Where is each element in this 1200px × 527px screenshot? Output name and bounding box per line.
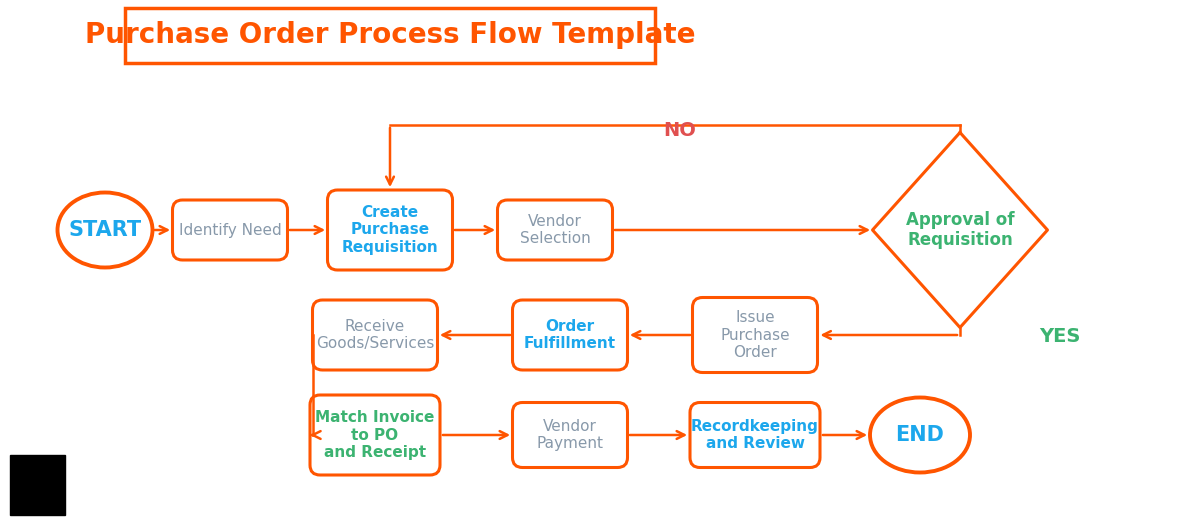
FancyBboxPatch shape xyxy=(125,7,655,63)
Text: Purchase Order Process Flow Template: Purchase Order Process Flow Template xyxy=(85,21,695,49)
Bar xyxy=(10,455,65,515)
Text: Order
Fulfillment: Order Fulfillment xyxy=(524,319,616,351)
FancyBboxPatch shape xyxy=(173,200,288,260)
Text: Match Invoice
to PO
and Receipt: Match Invoice to PO and Receipt xyxy=(316,410,434,460)
FancyBboxPatch shape xyxy=(310,395,440,475)
FancyBboxPatch shape xyxy=(498,200,612,260)
Text: Receive
Goods/Services: Receive Goods/Services xyxy=(316,319,434,351)
Text: Create
Purchase
Requisition: Create Purchase Requisition xyxy=(342,205,438,255)
Text: END: END xyxy=(895,425,944,445)
Text: YES: YES xyxy=(1039,327,1081,346)
Text: Approval of
Requisition: Approval of Requisition xyxy=(906,211,1014,249)
Text: Identify Need: Identify Need xyxy=(179,222,281,238)
FancyBboxPatch shape xyxy=(512,403,628,467)
Text: Issue
Purchase
Order: Issue Purchase Order xyxy=(720,310,790,360)
Polygon shape xyxy=(872,132,1048,327)
FancyBboxPatch shape xyxy=(512,300,628,370)
FancyBboxPatch shape xyxy=(312,300,438,370)
FancyBboxPatch shape xyxy=(690,403,820,467)
FancyBboxPatch shape xyxy=(328,190,452,270)
Text: NO: NO xyxy=(664,121,696,140)
Text: Vendor
Selection: Vendor Selection xyxy=(520,214,590,246)
Ellipse shape xyxy=(870,397,970,473)
Ellipse shape xyxy=(58,192,152,268)
Text: Vendor
Payment: Vendor Payment xyxy=(536,419,604,451)
Text: START: START xyxy=(68,220,142,240)
FancyBboxPatch shape xyxy=(692,298,817,373)
Text: Recordkeeping
and Review: Recordkeeping and Review xyxy=(691,419,818,451)
